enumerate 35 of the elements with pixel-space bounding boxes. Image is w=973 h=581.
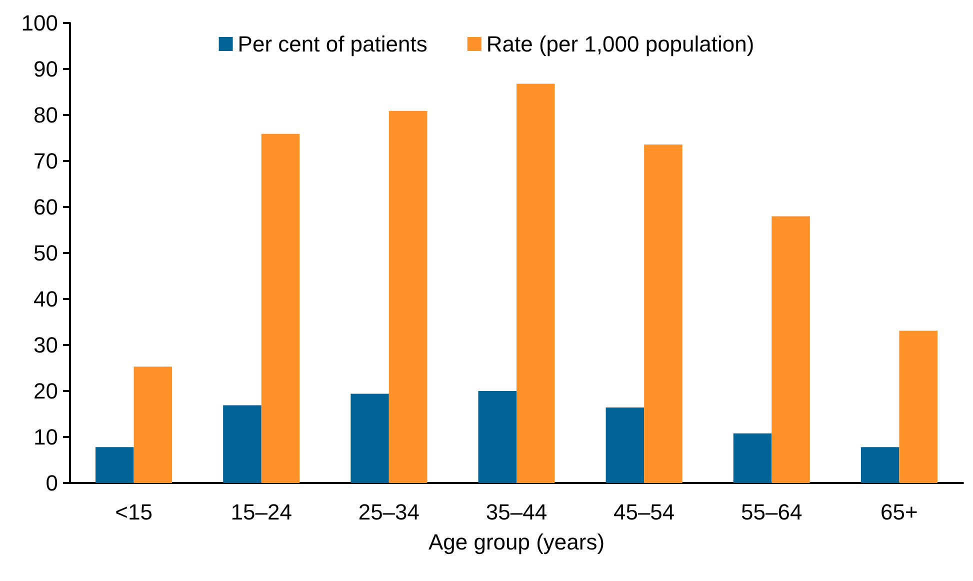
bar — [134, 366, 172, 483]
bar — [516, 84, 555, 483]
bar — [478, 391, 516, 483]
x-tick-label: 35–44 — [486, 500, 548, 524]
x-tick-label: 55–64 — [741, 500, 802, 524]
bar — [733, 433, 772, 483]
bar — [899, 330, 938, 483]
y-tick-label: 60 — [34, 194, 58, 220]
x-axis-title: Age group (years) — [428, 530, 605, 554]
legend-label: Per cent of patients — [238, 32, 428, 56]
y-tick-label: 30 — [34, 332, 58, 358]
x-tick-label: 65+ — [880, 500, 918, 524]
legend-label: Rate (per 1,000 population) — [486, 32, 754, 56]
y-tick-label: 90 — [34, 56, 58, 82]
x-tick-label: 45–54 — [613, 500, 675, 524]
bar — [350, 394, 389, 483]
x-tick-label: <15 — [115, 500, 152, 524]
bar — [772, 216, 810, 483]
bar — [96, 447, 134, 483]
y-tick-label: 10 — [34, 424, 58, 450]
bar — [644, 144, 682, 483]
x-tick-label: 25–34 — [358, 500, 420, 524]
bar — [860, 447, 900, 483]
y-tick-label: 80 — [34, 102, 58, 128]
bar — [388, 110, 428, 483]
bar — [223, 405, 262, 483]
bar — [261, 134, 300, 483]
y-tick-label: 20 — [34, 378, 58, 404]
y-tick-label: 40 — [34, 286, 58, 312]
x-tick-label: 15–24 — [230, 500, 292, 524]
y-tick-label: 100 — [21, 10, 58, 36]
y-tick-label: 0 — [46, 470, 58, 496]
bar — [606, 408, 644, 483]
y-tick-label: 50 — [34, 240, 58, 266]
y-tick-label: 70 — [34, 148, 58, 174]
